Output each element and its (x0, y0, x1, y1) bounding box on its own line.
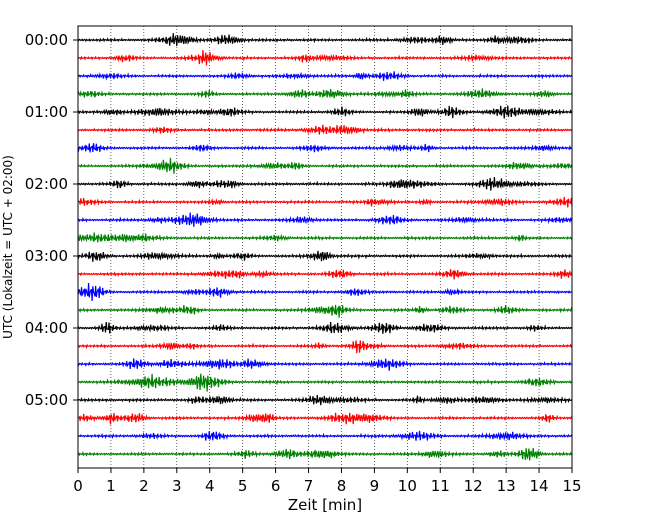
x-tick-label: 1 (106, 477, 116, 495)
y-tick-label: 04:00 (25, 319, 68, 337)
trace-line (77, 269, 573, 280)
x-tick-label: 11 (431, 477, 450, 495)
y-axis-label: UTC (Lokalzeit = UTC + 02:00) (1, 155, 15, 339)
x-axis-label: Zeit [min] (288, 496, 362, 514)
trace-line (77, 447, 573, 461)
x-tick-label: 3 (172, 477, 182, 495)
trace-line (77, 212, 573, 227)
trace-line (77, 71, 573, 81)
trace-line (77, 157, 573, 174)
x-tick-label: 2 (139, 477, 149, 495)
y-tick-label: 01:00 (25, 103, 68, 121)
trace-line (77, 250, 573, 262)
trace-line (77, 50, 573, 66)
trace-line (77, 105, 573, 119)
x-tick-label: 10 (398, 477, 417, 495)
trace-line (77, 340, 573, 354)
x-tick-label: 4 (205, 477, 215, 495)
seismic-traces (77, 33, 573, 461)
trace-line (77, 358, 573, 371)
x-tick-label: 5 (238, 477, 248, 495)
x-tick-label: 0 (73, 477, 83, 495)
trace-line (77, 232, 573, 243)
trace-line (77, 394, 573, 406)
trace-line (77, 412, 573, 425)
trace-line (77, 304, 573, 318)
trace-line (77, 88, 573, 99)
x-tick-label: 7 (304, 477, 314, 495)
x-tick-label: 15 (562, 477, 581, 495)
trace-line (77, 282, 573, 302)
x-tick-label: 13 (497, 477, 516, 495)
plot-frame (77, 25, 573, 469)
x-tick-label: 14 (530, 477, 549, 495)
y-tick-label: 02:00 (25, 175, 68, 193)
x-axis-ticks: 0 1 2 3 4 5 6 7 8 9 10 11 12 13 14 15 (73, 468, 582, 495)
trace-line (77, 373, 573, 392)
trace-line (77, 33, 573, 46)
trace-line (77, 430, 573, 442)
y-axis-ticks: 00:00 01:00 02:00 03:00 04:00 05:00 (25, 31, 78, 409)
y-tick-label: 00:00 (25, 31, 68, 49)
y-tick-label: 03:00 (25, 247, 68, 265)
trace-line (77, 196, 573, 208)
x-tick-label: 12 (464, 477, 483, 495)
y-tick-label: 05:00 (25, 391, 68, 409)
x-tick-label: 6 (271, 477, 281, 495)
trace-line (77, 143, 573, 153)
trace-line (77, 321, 573, 334)
trace-line (77, 124, 573, 135)
plot-area (78, 26, 572, 468)
x-tick-label: 9 (370, 477, 380, 495)
trace-line (77, 176, 573, 191)
x-tick-label: 8 (337, 477, 347, 495)
